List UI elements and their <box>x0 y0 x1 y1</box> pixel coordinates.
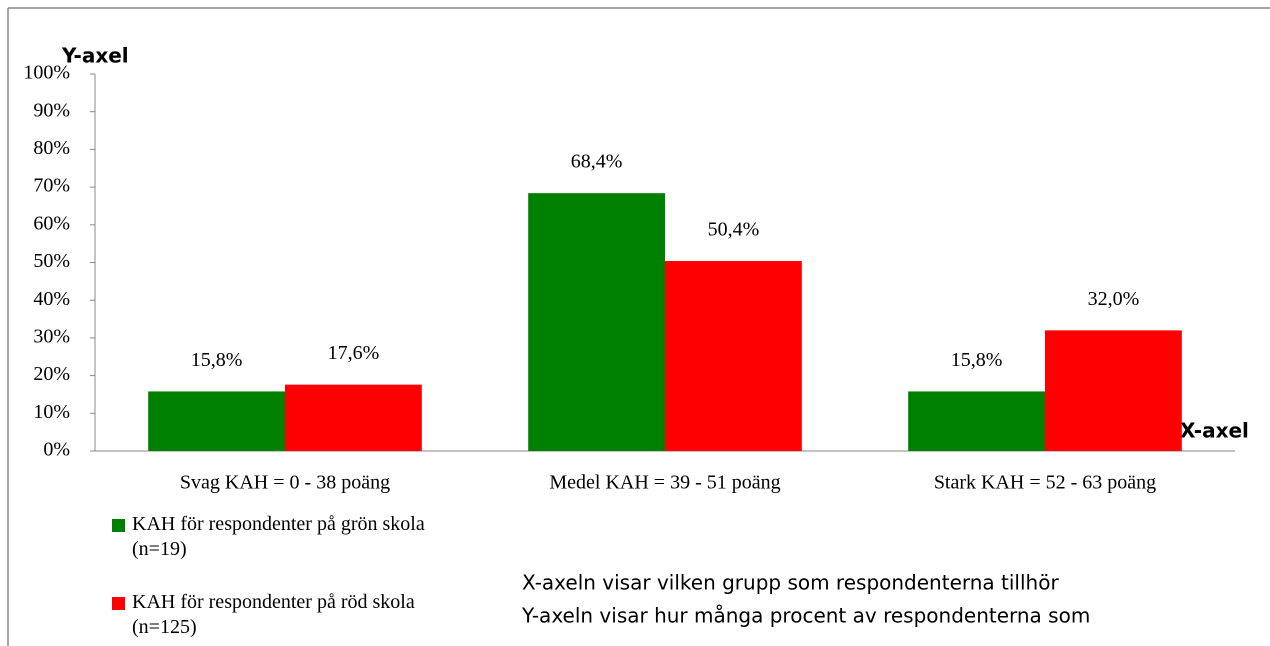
y-tick-label: 50% <box>33 250 70 272</box>
y-tick-label: 80% <box>33 137 70 159</box>
bar <box>665 260 802 451</box>
data-label: 68,4% <box>571 151 623 173</box>
data-label: 15,8% <box>191 349 243 371</box>
y-tick-label: 10% <box>33 401 70 423</box>
y-tick-label: 100% <box>23 62 70 84</box>
data-label: 17,6% <box>328 342 380 364</box>
bar <box>908 391 1045 451</box>
bar <box>528 193 665 451</box>
bar <box>1045 330 1182 451</box>
legend-swatch <box>112 519 125 532</box>
annotation: Y-axeln visar hur många procent av respo… <box>521 604 1090 628</box>
annotation: X-axeln visar vilken grupp som responden… <box>522 571 1059 595</box>
x-axis-title: X-axel <box>1180 419 1249 443</box>
y-tick-label: 60% <box>33 212 70 234</box>
y-tick-label: 90% <box>33 99 70 121</box>
bar <box>285 384 422 451</box>
y-tick-label: 0% <box>43 439 70 461</box>
data-label: 32,0% <box>1088 288 1140 310</box>
legend-label: KAH för respondenter på grön skola (n=19… <box>132 513 425 560</box>
y-tick-label: 30% <box>33 325 70 347</box>
y-tick-label: 40% <box>33 288 70 310</box>
bar <box>148 391 285 451</box>
y-tick-label: 20% <box>33 363 70 385</box>
y-axis-title: Y-axel <box>61 44 129 68</box>
data-label: 50,4% <box>708 219 760 241</box>
x-tick-label: Svag KAH = 0 - 38 poäng <box>180 472 390 494</box>
legend-label: KAH för respondenter på röd skola (n=125… <box>132 591 415 638</box>
legend-entry: KAH för respondenter på röd skola (n=125… <box>112 590 472 640</box>
legend-swatch <box>112 597 125 610</box>
legend-entry: KAH för respondenter på grön skola (n=19… <box>112 512 472 562</box>
y-tick-label: 70% <box>33 175 70 197</box>
data-label: 15,8% <box>951 349 1003 371</box>
x-tick-label: Medel KAH = 39 - 51 poäng <box>549 472 780 494</box>
x-tick-label: Stark KAH = 52 - 63 poäng <box>934 472 1156 494</box>
